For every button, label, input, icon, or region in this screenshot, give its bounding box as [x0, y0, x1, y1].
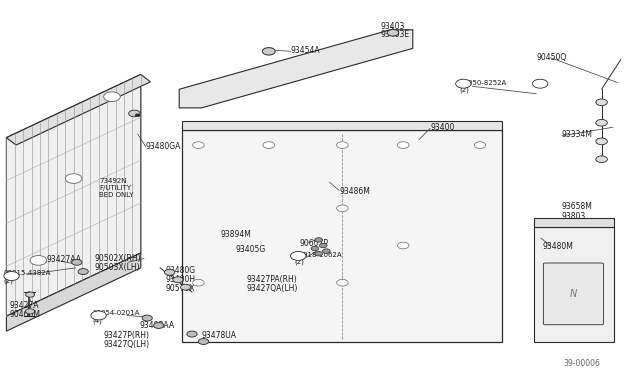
- Circle shape: [180, 284, 191, 290]
- Circle shape: [397, 242, 409, 249]
- Circle shape: [91, 311, 106, 320]
- Text: 93658M: 93658M: [562, 202, 593, 211]
- Circle shape: [474, 142, 486, 148]
- Circle shape: [311, 246, 319, 251]
- Text: 93405G: 93405G: [236, 246, 266, 254]
- Circle shape: [596, 138, 607, 145]
- Text: 93334M: 93334M: [562, 130, 593, 139]
- Circle shape: [262, 48, 275, 55]
- Circle shape: [337, 142, 348, 148]
- Text: 93427AA: 93427AA: [46, 255, 81, 264]
- Text: 93480G: 93480G: [165, 266, 195, 275]
- Polygon shape: [534, 227, 614, 342]
- Text: 93400H: 93400H: [165, 275, 195, 284]
- Circle shape: [104, 92, 120, 102]
- Text: 93403AA: 93403AA: [140, 321, 175, 330]
- Circle shape: [198, 339, 209, 344]
- Circle shape: [193, 142, 204, 148]
- Text: 90502X(RH): 90502X(RH): [95, 254, 141, 263]
- Circle shape: [397, 142, 409, 148]
- Text: 39-00006: 39-00006: [563, 359, 600, 368]
- Circle shape: [193, 279, 204, 286]
- Circle shape: [596, 119, 607, 126]
- Text: N: N: [296, 253, 301, 259]
- Circle shape: [72, 259, 82, 265]
- Text: 93427QA(LH): 93427QA(LH): [246, 284, 298, 293]
- Circle shape: [456, 79, 471, 88]
- Text: B: B: [461, 81, 465, 86]
- Text: 08918-1062A
(2): 08918-1062A (2): [294, 252, 342, 265]
- Circle shape: [78, 269, 88, 275]
- Text: N: N: [570, 289, 577, 299]
- Text: 93400: 93400: [430, 123, 454, 132]
- Circle shape: [596, 99, 607, 106]
- Polygon shape: [6, 253, 141, 331]
- Text: 90607P: 90607P: [300, 239, 328, 248]
- Text: 93403: 93403: [380, 22, 404, 31]
- Circle shape: [323, 249, 330, 253]
- Circle shape: [187, 331, 197, 337]
- Text: 93427Q(LH): 93427Q(LH): [104, 340, 150, 349]
- Circle shape: [173, 277, 183, 283]
- Text: 93480GA: 93480GA: [146, 142, 181, 151]
- Text: 93454A: 93454A: [291, 46, 320, 55]
- Text: 93427P(RH): 93427P(RH): [104, 331, 150, 340]
- Text: 08050-8252A
(2): 08050-8252A (2): [460, 80, 507, 93]
- Text: B: B: [538, 81, 542, 86]
- Text: 93403E: 93403E: [380, 30, 410, 39]
- Circle shape: [4, 272, 19, 280]
- Circle shape: [26, 292, 35, 297]
- Text: 93803: 93803: [562, 212, 586, 221]
- Polygon shape: [6, 74, 141, 316]
- Circle shape: [315, 251, 323, 256]
- Circle shape: [596, 156, 607, 163]
- Text: 08915-4382A
(2): 08915-4382A (2): [3, 270, 51, 284]
- Polygon shape: [182, 121, 502, 130]
- Text: 90460M: 90460M: [10, 310, 40, 319]
- Polygon shape: [179, 30, 413, 108]
- Circle shape: [154, 323, 164, 328]
- Circle shape: [164, 269, 175, 275]
- Text: 93894M: 93894M: [221, 230, 252, 239]
- Circle shape: [135, 114, 140, 117]
- Text: 08054-0201A
(4): 08054-0201A (4): [93, 310, 140, 324]
- Circle shape: [337, 205, 348, 212]
- Text: 73492N
F/UTILITY
BED ONLY: 73492N F/UTILITY BED ONLY: [99, 178, 134, 198]
- Circle shape: [315, 238, 323, 242]
- Text: 90450Q: 90450Q: [536, 53, 566, 62]
- Text: 93427A: 93427A: [10, 301, 39, 310]
- Circle shape: [142, 315, 152, 321]
- Text: 90503X(LH): 90503X(LH): [95, 263, 140, 272]
- Circle shape: [387, 29, 399, 36]
- Circle shape: [26, 309, 35, 314]
- Polygon shape: [182, 130, 502, 342]
- Text: 93478UA: 93478UA: [202, 331, 237, 340]
- Circle shape: [30, 256, 47, 265]
- Text: N: N: [9, 273, 14, 279]
- Circle shape: [129, 110, 140, 117]
- Polygon shape: [6, 74, 150, 145]
- Text: 93427PA(RH): 93427PA(RH): [246, 275, 297, 284]
- Text: 90570X: 90570X: [165, 284, 195, 293]
- Circle shape: [65, 174, 82, 183]
- Circle shape: [291, 251, 306, 260]
- Text: 93486M: 93486M: [339, 187, 370, 196]
- Circle shape: [319, 243, 327, 248]
- Polygon shape: [534, 218, 614, 227]
- FancyBboxPatch shape: [543, 263, 604, 325]
- Circle shape: [263, 142, 275, 148]
- Text: 93480M: 93480M: [543, 242, 573, 251]
- Circle shape: [532, 79, 548, 88]
- Circle shape: [337, 279, 348, 286]
- Text: B: B: [97, 313, 100, 318]
